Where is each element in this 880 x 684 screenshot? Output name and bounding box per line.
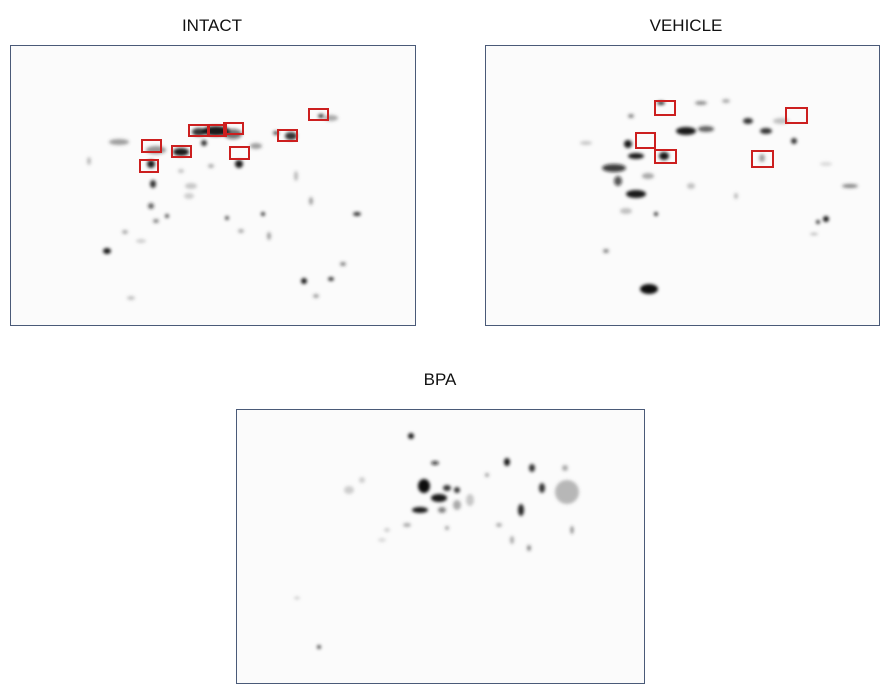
panel-title-bpa: BPA xyxy=(423,370,457,389)
highlight-boxes-vehicle xyxy=(635,100,808,168)
panel-title-vehicle: VEHICLE xyxy=(649,16,723,35)
gel-image-vehicle xyxy=(485,45,880,326)
gel-image-intact xyxy=(10,45,416,326)
gel-spots-bpa xyxy=(294,433,579,649)
highlight-boxes-intact xyxy=(139,108,329,173)
gel-spots-vehicle xyxy=(580,99,858,294)
panel-title-intact: INTACT xyxy=(181,16,243,35)
gel-spots-intact xyxy=(87,108,361,300)
gel-image-bpa xyxy=(236,409,645,684)
